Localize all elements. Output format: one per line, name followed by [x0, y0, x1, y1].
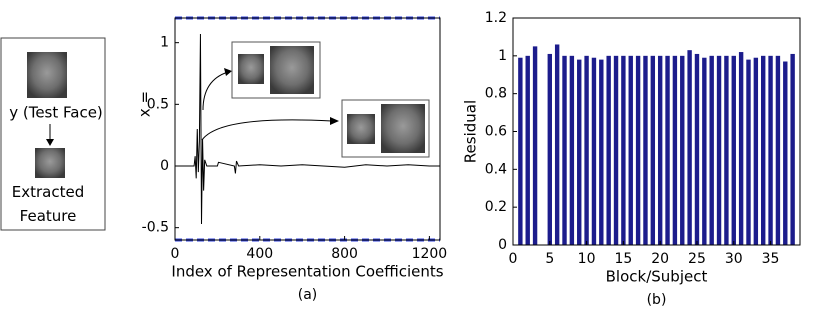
- x-tick-label: 15: [614, 251, 632, 267]
- arrow-head: [224, 68, 232, 76]
- insets: [201, 41, 430, 158]
- arrow: [202, 71, 229, 111]
- y-axis-label: x =: [136, 91, 154, 117]
- arrow-head: [46, 139, 54, 146]
- bar: [731, 55, 736, 246]
- bar: [525, 55, 530, 246]
- x-tick-label: 25: [688, 251, 706, 267]
- y-tick-label: 0: [498, 237, 507, 253]
- bar: [613, 55, 619, 246]
- face-image: [381, 104, 425, 153]
- caption: (b): [647, 292, 667, 308]
- y-tick-label: -0.5: [142, 220, 169, 236]
- bar: [569, 55, 575, 246]
- x-tick-label: 20: [651, 251, 669, 267]
- y-tick-label: 0.8: [485, 86, 507, 102]
- x-tick-label: 5: [545, 251, 554, 267]
- bar: [768, 55, 773, 246]
- bar: [606, 55, 611, 246]
- bar: [694, 53, 700, 245]
- bar: [554, 44, 560, 245]
- y-tick-label: 1: [160, 35, 169, 51]
- bar: [716, 55, 722, 246]
- x-axis-label: Index of Representation Coefficients: [171, 263, 443, 281]
- bar: [562, 55, 567, 246]
- y-tick-label: 1.2: [485, 10, 507, 26]
- y-tick-label: 0.5: [147, 96, 169, 112]
- x-tick-label: 30: [725, 251, 743, 267]
- bar: [709, 55, 714, 246]
- face-image: [27, 52, 67, 98]
- bar: [746, 59, 751, 245]
- bar: [599, 59, 604, 245]
- face-image: [238, 54, 264, 84]
- bar: [584, 55, 589, 246]
- x-tick-label: 800: [331, 246, 358, 262]
- bar: [761, 55, 766, 246]
- x-tick-label: 1200: [412, 246, 448, 262]
- bar: [665, 55, 670, 246]
- y-tick-label: 0.2: [485, 199, 507, 215]
- x-tick-label: 0: [171, 246, 180, 262]
- bar: [547, 53, 552, 245]
- x-tick-label: 35: [762, 251, 780, 267]
- coefficient-line: [175, 34, 440, 224]
- bar: [518, 57, 523, 245]
- bar: [635, 55, 641, 246]
- x-tick-label: 400: [246, 246, 273, 262]
- bar: [532, 46, 538, 245]
- arrow: [201, 119, 333, 141]
- bar: [783, 61, 788, 246]
- bar: [672, 55, 678, 246]
- y-tick-label: 0.6: [485, 124, 507, 140]
- bar: [687, 50, 692, 246]
- bar: [738, 52, 744, 245]
- bar: [650, 55, 656, 246]
- bar: [577, 59, 582, 245]
- panel-box: [0, 37, 106, 231]
- x-axis-label: Block/Subject: [606, 268, 708, 286]
- bar: [702, 57, 707, 245]
- x-tick-label: 10: [578, 251, 596, 267]
- feature-label: Extracted Feature: [12, 183, 84, 225]
- bar: [657, 55, 663, 246]
- y-tick-label: 1: [498, 48, 507, 64]
- bar: [790, 53, 795, 245]
- bar: [753, 57, 759, 245]
- bar: [724, 55, 729, 246]
- axes-frame: [174, 17, 441, 241]
- bar: [591, 57, 597, 245]
- test-label: y (Test Face): [9, 104, 103, 122]
- x-tick-label: 0: [509, 251, 518, 267]
- y-tick-label: 0: [160, 158, 169, 174]
- face-image: [35, 148, 65, 178]
- bar: [621, 55, 626, 246]
- caption: (a): [298, 287, 318, 303]
- bar: [775, 55, 781, 246]
- bar: [643, 55, 648, 246]
- y-tick-label: 0.4: [485, 161, 507, 177]
- arrow-head: [330, 117, 339, 125]
- face-image: [347, 114, 375, 144]
- bar: [628, 55, 633, 246]
- bar: [680, 55, 685, 246]
- y-axis-label: Residual: [462, 100, 480, 163]
- face-image: [270, 46, 314, 94]
